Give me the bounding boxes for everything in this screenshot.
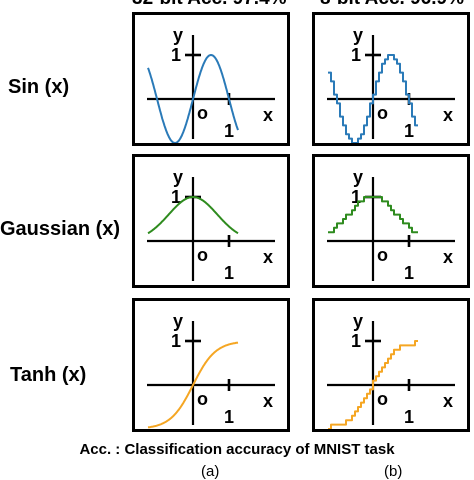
row-label-gaussian: Gaussian (x) bbox=[0, 218, 121, 240]
y-tick-label-one: 1 bbox=[351, 45, 361, 65]
origin-label: o bbox=[197, 103, 208, 123]
origin-label: o bbox=[377, 103, 388, 123]
y-tick-label-one: 1 bbox=[351, 331, 361, 351]
continuous-gauss-curve bbox=[147, 196, 239, 235]
row-label-tanh: Tanh (x) bbox=[10, 364, 87, 386]
quantized-tanh-curve bbox=[328, 340, 418, 429]
origin-label: o bbox=[197, 245, 208, 265]
x-tick-label-one: 1 bbox=[224, 263, 234, 283]
y-axis-label: y bbox=[173, 25, 183, 45]
y-tick-label-one: 1 bbox=[171, 331, 181, 351]
x-tick-label-one: 1 bbox=[224, 121, 234, 141]
continuous-sin-curve bbox=[147, 54, 239, 143]
footer-caption: Acc. : Classification accuracy of MNIST … bbox=[79, 441, 395, 458]
quantized-gauss-curve bbox=[328, 196, 418, 234]
y-tick-label-one: 1 bbox=[351, 187, 361, 207]
y-axis-label: y bbox=[173, 311, 183, 331]
sublabel-a: (a) bbox=[201, 463, 220, 480]
x-axis-label: x bbox=[263, 247, 273, 267]
sublabel-b: (b) bbox=[384, 463, 403, 480]
y-axis-label: y bbox=[353, 25, 363, 45]
x-tick-label-one: 1 bbox=[224, 407, 234, 427]
origin-label: o bbox=[377, 245, 388, 265]
y-axis-label: y bbox=[353, 311, 363, 331]
x-axis-label: x bbox=[443, 247, 453, 267]
y-axis-label: y bbox=[353, 167, 363, 187]
y-tick-label-one: 1 bbox=[171, 187, 181, 207]
x-axis-label: x bbox=[443, 105, 453, 125]
header-32bit: 32-bit Acc. 97.4% bbox=[132, 0, 287, 10]
x-axis-label: x bbox=[443, 391, 453, 411]
x-tick-label-one: 1 bbox=[404, 121, 414, 141]
origin-label: o bbox=[377, 389, 388, 409]
x-axis-label: x bbox=[263, 105, 273, 125]
quantized-sin-curve bbox=[328, 54, 418, 143]
row-label-sin: Sin (x) bbox=[8, 76, 70, 98]
x-tick-label-one: 1 bbox=[404, 407, 414, 427]
continuous-tanh-curve bbox=[147, 341, 239, 429]
y-tick-label-one: 1 bbox=[171, 45, 181, 65]
x-tick-label-one: 1 bbox=[404, 263, 414, 283]
x-axis-label: x bbox=[263, 391, 273, 411]
origin-label: o bbox=[197, 389, 208, 409]
header-8bit: 8-bit Acc. 96.9% bbox=[320, 0, 464, 10]
y-axis-label: y bbox=[173, 167, 183, 187]
